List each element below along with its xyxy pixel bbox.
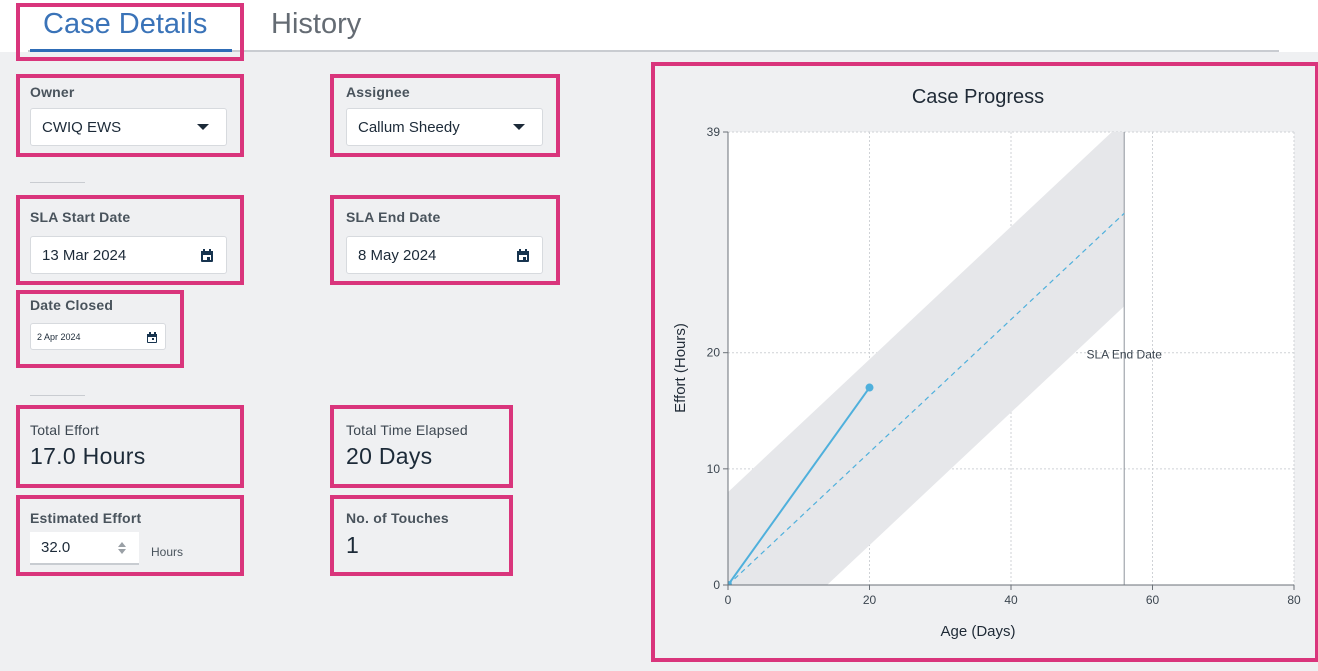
tab-case-details[interactable]: Case Details — [43, 8, 208, 40]
chevron-down-icon — [197, 124, 209, 130]
actual-effort-point — [865, 383, 874, 392]
y-tick-label: 10 — [707, 462, 721, 476]
x-tick-label: 80 — [1287, 593, 1301, 607]
assignee-value: Callum Sheedy — [358, 118, 460, 136]
chart-plot-area: SLA End Date — [728, 132, 1163, 585]
calendar-icon[interactable] — [517, 248, 529, 262]
estimated-effort-stepper[interactable]: 32.0 — [30, 532, 139, 565]
estimated-effort-value: 32.0 — [41, 539, 71, 556]
date-closed-input[interactable]: 2 Apr 2024 — [30, 323, 166, 350]
tab-bar — [0, 0, 1318, 52]
sla-end-label: SLA End Date — [346, 209, 441, 225]
x-tick-label: 40 — [1004, 593, 1018, 607]
assignee-label: Assignee — [346, 84, 410, 100]
touches-value: 1 — [346, 532, 360, 558]
spinner-arrows-icon[interactable] — [118, 541, 126, 554]
planned-effort-line — [728, 212, 1125, 585]
x-axis-label: Age (Days) — [940, 623, 1015, 640]
assignee-select[interactable]: Callum Sheedy — [346, 108, 543, 146]
owner-label: Owner — [30, 84, 75, 100]
section-divider — [30, 395, 85, 396]
section-divider — [30, 182, 85, 183]
case-progress-chart: Case Progress SLA End Date 0 20 40 60 80 0 10 2… — [672, 86, 1301, 640]
tab-history[interactable]: History — [271, 8, 362, 40]
actual-effort-line — [728, 386, 871, 585]
sla-end-date-input[interactable]: 8 May 2024 — [346, 236, 543, 274]
sla-end-value: 8 May 2024 — [358, 246, 437, 264]
y-tick-label: 0 — [713, 578, 720, 592]
y-axis-label: Effort (Hours) — [672, 323, 689, 413]
x-tick-label: 20 — [863, 593, 877, 607]
owner-value: CWIQ EWS — [42, 118, 122, 136]
chart-title: Case Progress — [912, 86, 1044, 108]
sla-end-date-label: SLA End Date — [1087, 348, 1163, 362]
total-time-value: 20 Days — [346, 443, 433, 469]
estimated-effort-unit: Hours — [151, 545, 184, 559]
touches-label: No. of Touches — [346, 510, 449, 526]
total-time-label: Total Time Elapsed — [346, 422, 468, 438]
x-tick-label: 0 — [725, 593, 732, 607]
active-tab-indicator — [30, 49, 232, 52]
calendar-icon[interactable] — [147, 331, 157, 343]
sla-start-label: SLA Start Date — [30, 209, 131, 225]
sla-start-date-input[interactable]: 13 Mar 2024 — [30, 236, 227, 274]
y-tick-label: 20 — [707, 346, 721, 360]
total-effort-label: Total Effort — [30, 422, 100, 438]
chart-axes: 0 20 40 60 80 0 10 20 39 — [707, 125, 1301, 607]
total-effort-value: 17.0 Hours — [30, 443, 146, 469]
chevron-down-icon — [513, 124, 525, 130]
sla-start-value: 13 Mar 2024 — [42, 246, 127, 264]
date-closed-value: 2 Apr 2024 — [37, 331, 81, 342]
expected-effort-band — [728, 132, 1125, 585]
x-tick-label: 60 — [1146, 593, 1160, 607]
estimated-effort-label: Estimated Effort — [30, 510, 142, 526]
case-progress-chart-panel: Case Progress SLA End Date 0 20 40 60 80 0 10 2… — [659, 69, 1312, 655]
calendar-icon[interactable] — [201, 248, 213, 262]
date-closed-label: Date Closed — [30, 297, 114, 313]
y-tick-label: 39 — [707, 125, 721, 139]
tab-divider — [28, 50, 1279, 52]
owner-select[interactable]: CWIQ EWS — [30, 108, 227, 146]
